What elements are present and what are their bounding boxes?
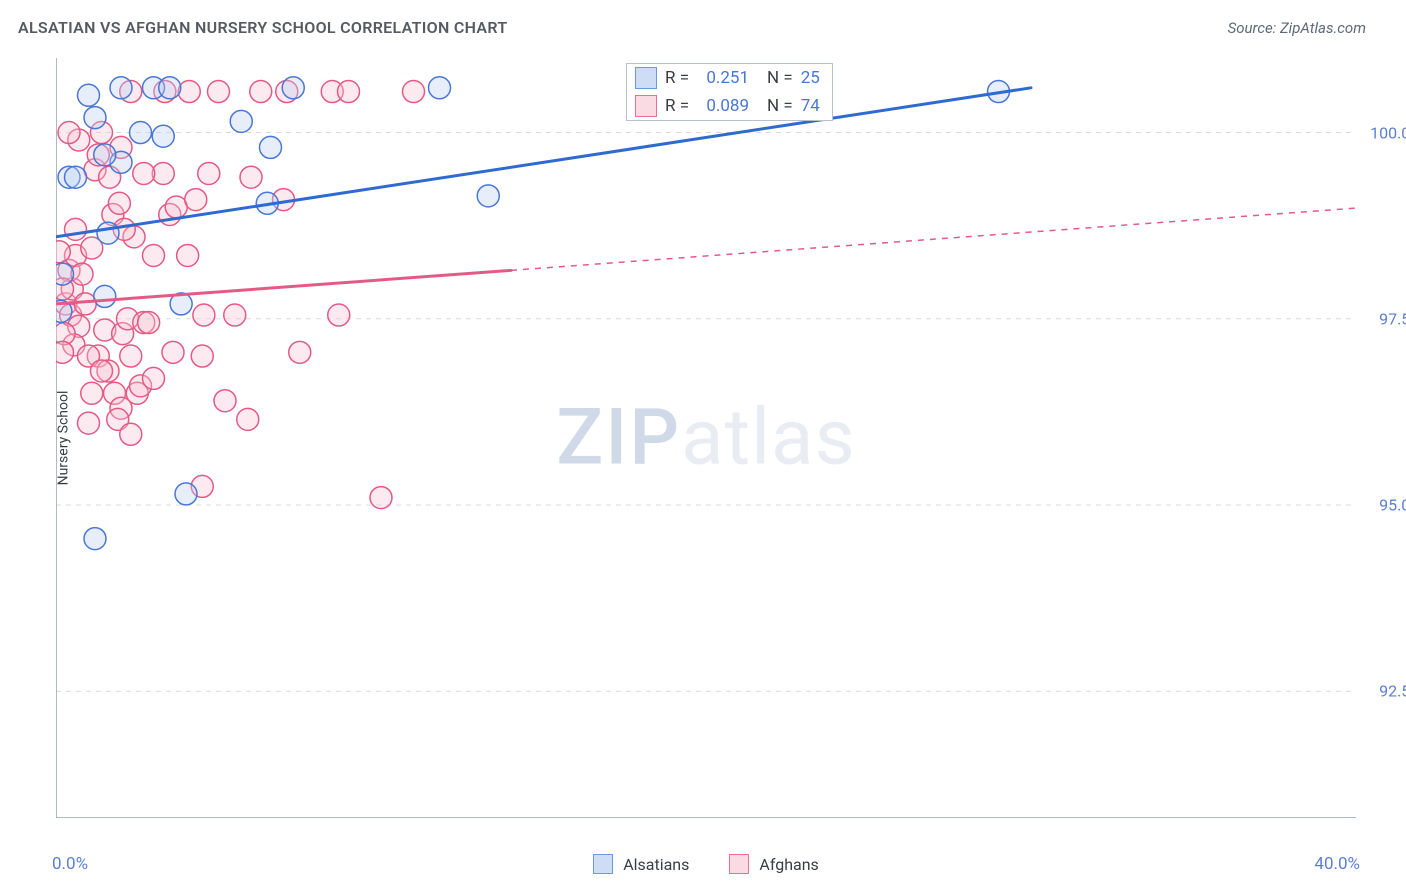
correlation-stats-box: R = 0.251 N = 25 R = 0.089 N = 74	[626, 63, 833, 121]
stat-n-value: 74	[801, 96, 820, 116]
stat-r-value: 0.089	[697, 96, 749, 116]
legend-item: Afghans	[729, 854, 818, 874]
stat-r-label: R =	[665, 96, 689, 116]
stat-n-label: N =	[767, 68, 793, 88]
legend-label: Afghans	[759, 855, 818, 874]
legend-swatch	[593, 854, 613, 874]
stat-row: R = 0.089 N = 74	[627, 92, 832, 120]
series-swatch	[635, 67, 657, 89]
chart-header: ALSATIAN VS AFGHAN NURSERY SCHOOL CORREL…	[0, 0, 1406, 45]
stat-r-value: 0.251	[697, 68, 749, 88]
series-swatch	[635, 95, 657, 117]
scatter-plot-svg	[56, 58, 1356, 818]
y-tick-label: 100.0%	[1370, 123, 1406, 142]
y-tick-label: 97.5%	[1379, 309, 1406, 328]
chart-area: Nursery School ZIPatlas R =0.251N =25R =…	[46, 58, 1366, 818]
chart-source: Source: ZipAtlas.com	[1228, 19, 1366, 37]
stat-r-label: R =	[665, 68, 689, 88]
legend-item: Alsatians	[593, 854, 689, 874]
legend: Alsatians Afghans	[56, 854, 1356, 874]
stat-n-value: 25	[801, 68, 820, 88]
y-tick-label: 92.5%	[1379, 682, 1406, 701]
stat-n-label: N =	[767, 96, 793, 116]
chart-title: ALSATIAN VS AFGHAN NURSERY SCHOOL CORREL…	[18, 18, 507, 37]
stat-row: R = 0.251 N = 25	[627, 64, 832, 92]
plot-region: ZIPatlas R =0.251N =25R =0.089N =74 92.5…	[56, 58, 1356, 818]
legend-label: Alsatians	[623, 855, 689, 874]
legend-swatch	[729, 854, 749, 874]
y-tick-label: 95.0%	[1379, 496, 1406, 515]
